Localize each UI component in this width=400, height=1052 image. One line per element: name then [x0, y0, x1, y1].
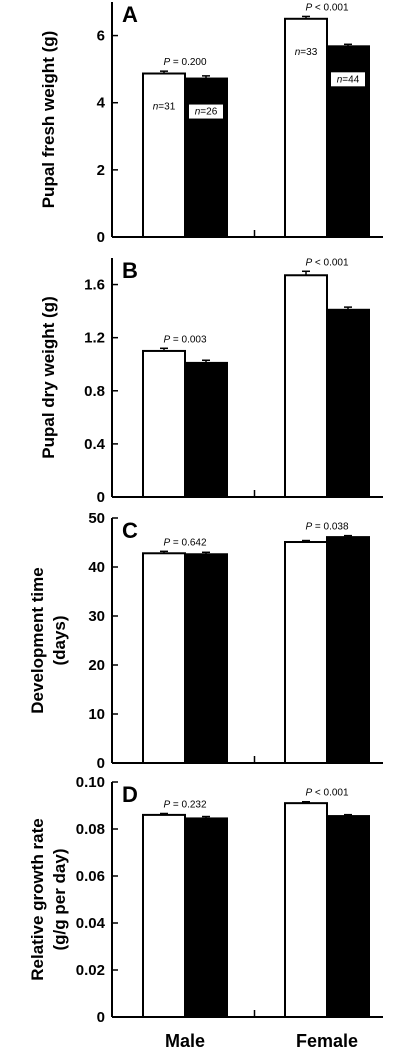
p-value-label: P = 0.003 — [163, 334, 207, 345]
panel-c: 0 10 20 30 40 50 Development time (days) C P = 0.… — [28, 510, 383, 772]
bar — [284, 802, 328, 1019]
y-tick-label: 50 — [88, 510, 105, 527]
sample-size-label: n=26 — [195, 107, 218, 118]
bar — [184, 817, 228, 1018]
y-tick-label: 0 — [97, 755, 105, 772]
y-tick-label: 0.4 — [84, 436, 106, 453]
bar — [142, 72, 186, 238]
p-value-label: P = 0.232 — [163, 799, 207, 810]
bar — [142, 349, 186, 499]
y-tick-label: 40 — [88, 559, 105, 576]
bar — [184, 361, 228, 498]
y-tick-label: 2 — [97, 162, 105, 179]
p-value-label: P < 0.001 — [305, 257, 349, 268]
p-value-label: P = 0.038 — [305, 522, 349, 533]
bar — [284, 541, 328, 765]
y-tick-label: 20 — [88, 657, 105, 674]
bar — [184, 77, 228, 238]
panel-b: 0 0.4 0.8 1.2 1.6 Pupal dry weight (g) B P = 0.… — [39, 257, 383, 506]
y-tick-label: 0.06 — [76, 868, 105, 885]
y-axis-label: Relative growth rate — [28, 818, 47, 981]
panel-letter: B — [122, 258, 138, 283]
y-tick-label: 0 — [97, 229, 105, 246]
bar — [326, 536, 370, 764]
n-label-bg — [189, 104, 223, 119]
y-axis-label: (g/g per day) — [50, 848, 69, 950]
panel-letter: A — [122, 2, 138, 27]
sample-size-label: n=31 — [153, 102, 176, 113]
bar — [142, 552, 186, 765]
p-value-label: P = 0.200 — [163, 57, 207, 68]
p-value-label: P < 0.001 — [305, 788, 349, 799]
y-tick-label: 6 — [97, 28, 105, 45]
y-axis-label: Pupal dry weight (g) — [39, 296, 58, 458]
bar — [326, 308, 370, 498]
y-tick-label: 1.2 — [84, 330, 105, 347]
y-tick-label: 0.10 — [76, 774, 105, 791]
y-tick-label: 0 — [97, 489, 105, 506]
panel-letter: D — [122, 782, 138, 807]
y-tick-label: 0.02 — [76, 962, 105, 979]
y-tick-label: 10 — [88, 706, 105, 723]
y-tick-label: 0 — [97, 1009, 105, 1026]
x-category-label: Male — [165, 1031, 205, 1051]
y-axis-label: Pupal fresh weight (g) — [39, 31, 58, 209]
y-tick-label: 0.04 — [76, 915, 106, 932]
n-label-bg — [331, 72, 365, 87]
bar — [184, 553, 228, 765]
y-tick-label: 0.8 — [84, 383, 105, 400]
y-tick-label: 0.08 — [76, 821, 105, 838]
y-tick-label: 1.6 — [84, 277, 105, 294]
sample-size-label: n=33 — [295, 47, 318, 58]
p-value-label: P < 0.001 — [305, 2, 349, 13]
panel-letter: C — [122, 518, 138, 543]
p-value-label: P = 0.642 — [163, 537, 207, 548]
y-tick-label: 30 — [88, 608, 105, 625]
bar — [326, 815, 370, 1019]
y-axis-label: (days) — [50, 615, 69, 665]
bar — [142, 813, 186, 1019]
y-tick-label: 4 — [97, 95, 106, 112]
bar — [284, 274, 328, 498]
panel-d: 0 0.02 0.04 0.06 0.08 0.10 Relative growth rat… — [28, 774, 383, 1026]
y-axis-label: Development time — [28, 567, 47, 713]
panel-a: 0 2 4 6 Pupal fresh weight (g) A P = 0.200 n=31… — [39, 2, 383, 246]
x-category-label: Female — [296, 1031, 358, 1051]
sample-size-label: n=44 — [337, 74, 360, 85]
